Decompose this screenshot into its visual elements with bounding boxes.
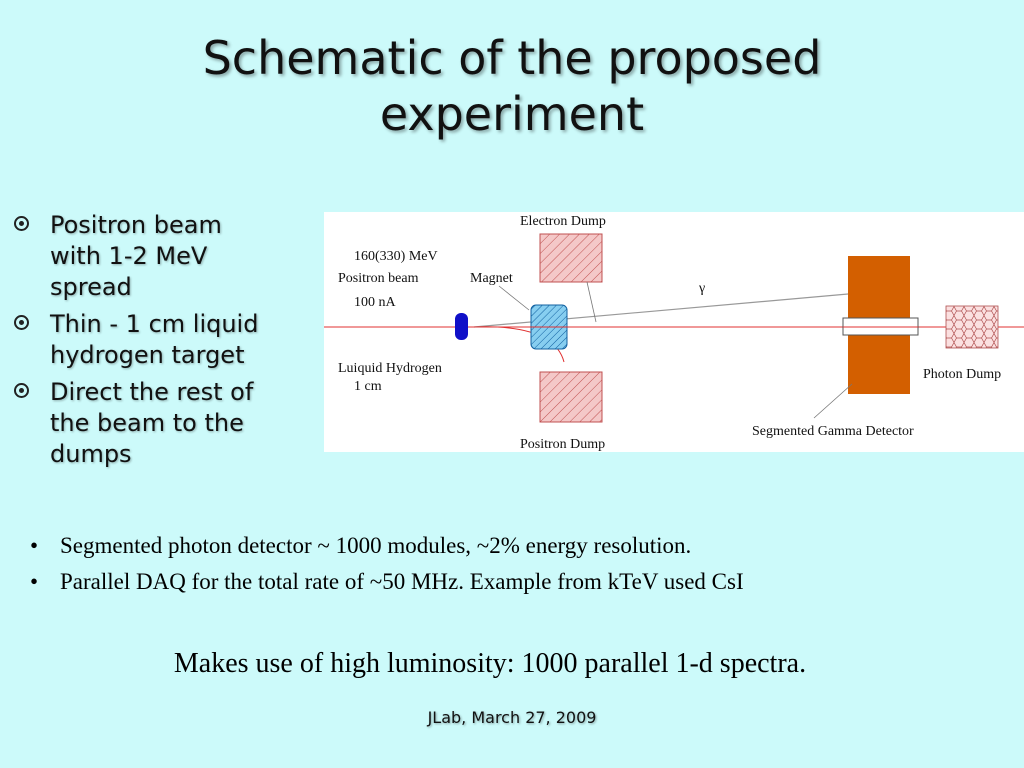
gamma-label: γ (698, 281, 705, 296)
slide-title-line-1: Schematic of the proposed (202, 31, 822, 85)
left-bullet-list: Positron beam with 1-2 MeV spread Thin -… (14, 210, 314, 476)
bullet-line: hydrogen target (50, 341, 245, 369)
beam-current-label: 100 nA (354, 295, 397, 310)
experiment-schematic: Electron Dump 160(330) MeV Positron beam… (324, 212, 1024, 452)
bullet-line: with 1-2 MeV (50, 242, 208, 270)
positron-dump-label: Positron Dump (520, 437, 605, 452)
dump-leader (586, 281, 597, 323)
slide-title-line-2: experiment (379, 87, 645, 141)
slide-title: Schematic of the proposed experiment (0, 30, 1024, 142)
beam-name-label: Positron beam (338, 271, 419, 286)
bullet-photon-detector: Segmented photon detector ~ 1000 modules… (30, 528, 1010, 564)
photon-dump-label: Photon Dump (923, 367, 1001, 382)
bullet-line: dumps (50, 440, 132, 468)
photon-dump (945, 305, 999, 349)
circle-bullet-icon (14, 315, 29, 330)
lower-bullet-list: Segmented photon detector ~ 1000 modules… (30, 528, 1010, 600)
circle-bullet-icon (14, 216, 29, 231)
bullet-direct-beam: Direct the rest of the beam to the dumps (14, 377, 314, 470)
summary-statement: Makes use of high luminosity: 1000 paral… (173, 648, 807, 679)
hydrogen-target (455, 313, 468, 340)
beam-energy-label: 160(330) MeV (354, 249, 438, 264)
schematic-svg: Electron Dump 160(330) MeV Positron beam… (324, 214, 1024, 452)
footer-date: JLab, March 27, 2009 (427, 708, 597, 727)
circle-bullet-icon (14, 383, 29, 398)
bullet-line: Direct the rest of (50, 378, 254, 406)
detector-leader (813, 383, 853, 419)
electron-dump-label: Electron Dump (520, 214, 606, 229)
target-label-line-2: 1 cm (354, 379, 382, 394)
bullet-line: spread (50, 273, 132, 301)
gamma-ray-line (473, 293, 849, 328)
bullet-text: Positron beam with 1-2 MeV spread (50, 210, 314, 303)
bullet-line: the beam to the (50, 409, 244, 437)
positron-dump (539, 371, 603, 423)
bullet-text: Direct the rest of the beam to the dumps (50, 377, 314, 470)
bullet-positron-beam: Positron beam with 1-2 MeV spread (14, 210, 314, 303)
bullet-line: Thin - 1 cm liquid (50, 310, 259, 338)
target-label-line-1: Luiquid Hydrogen (338, 361, 442, 376)
detector-label: Segmented Gamma Detector (752, 424, 914, 439)
bullet-parallel-daq: Parallel DAQ for the total rate of ~50 M… (30, 564, 1010, 600)
magnet-label: Magnet (470, 271, 513, 286)
magnet-leader (498, 285, 530, 311)
bullet-line: Positron beam (50, 211, 222, 239)
bullet-text: Thin - 1 cm liquid hydrogen target (50, 309, 314, 371)
electron-dump (539, 233, 603, 283)
bullet-hydrogen-target: Thin - 1 cm liquid hydrogen target (14, 309, 314, 371)
